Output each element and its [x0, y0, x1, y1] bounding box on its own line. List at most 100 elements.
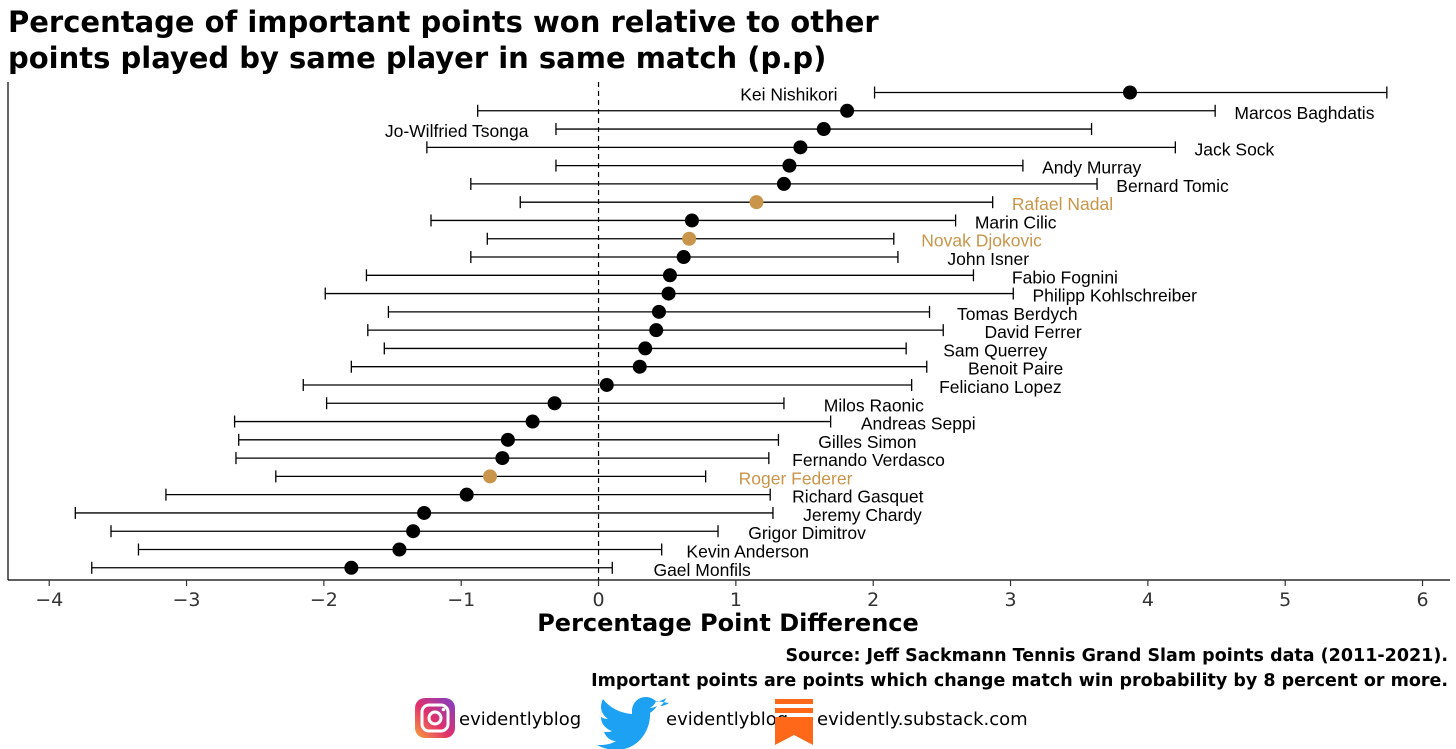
player-label: Fabio Fognini [1012, 267, 1118, 287]
twitter-handle: evidentlyblog [666, 709, 788, 730]
estimate-point [344, 560, 359, 575]
player-row: Fernando Verdasco [235, 450, 945, 470]
estimate-point [1123, 85, 1138, 100]
substack-handle: evidently.substack.com [817, 709, 1028, 730]
estimate-point [682, 231, 697, 246]
player-row: Sam Querrey [383, 340, 1048, 360]
x-tick-label: −3 [173, 589, 201, 611]
instagram-handle: evidentlyblog [459, 709, 581, 730]
player-row: Andy Murray [555, 158, 1142, 178]
estimate-point [547, 396, 562, 411]
player-label: Richard Gasquet [792, 487, 923, 507]
player-label: Bernard Tomic [1116, 176, 1229, 196]
plot-area: −4 −3 −2 −1 0 1 2 3 4 5 6 Kei Nishikori Marcos Bagh… [7, 82, 1450, 611]
player-row: Jack Sock [426, 139, 1275, 159]
player-row: Philipp Kohlschreiber [324, 286, 1198, 306]
source-line-2: Important points are points which change… [591, 671, 1448, 691]
player-row: Milos Raonic [325, 395, 924, 415]
player-label: Tomas Berdych [957, 304, 1078, 324]
player-label: Marcos Baghdatis [1234, 103, 1374, 123]
estimate-point [749, 195, 764, 210]
player-label: Sam Querrey [943, 340, 1047, 360]
estimate-point [599, 377, 614, 392]
estimate-point [840, 103, 855, 118]
player-label: Jo-Wilfried Tsonga [385, 121, 529, 141]
estimate-point [638, 341, 653, 356]
player-label: Gael Monfils [653, 560, 751, 580]
x-tick-label: 5 [1279, 589, 1291, 611]
estimate-point [649, 323, 664, 338]
player-row: Roger Federer [275, 468, 853, 488]
player-label: Marin Cilic [975, 212, 1057, 232]
twitter-bird-icon [597, 697, 669, 749]
player-row: David Ferrer [367, 322, 1082, 342]
player-label: Jack Sock [1195, 139, 1275, 159]
substack-badge[interactable]: evidently.substack.com [775, 699, 1028, 745]
chart-marks: Kei Nishikori Marcos Baghdatis Jo-Wilfried… [74, 85, 1388, 580]
player-label: Philipp Kohlschreiber [1033, 286, 1198, 306]
player-row: Fabio Fognini [365, 267, 1118, 287]
x-tick-label: −1 [447, 589, 475, 611]
twitter-badge[interactable]: evidentlyblog [597, 697, 788, 749]
x-tick-label: 3 [1004, 589, 1016, 611]
x-tick-label: −4 [35, 589, 63, 611]
x-tick-label: 2 [867, 589, 879, 611]
player-label: Jeremy Chardy [803, 505, 922, 525]
instagram-badge[interactable]: evidentlyblog [415, 698, 581, 738]
chart-title-line-1: Percentage of important points won relat… [8, 5, 879, 39]
estimate-point [661, 286, 676, 301]
player-row: Marin Cilic [430, 212, 1057, 232]
player-row: Marcos Baghdatis [477, 103, 1375, 123]
estimate-point [676, 250, 691, 265]
player-row: John Isner [470, 249, 1029, 269]
estimate-point [651, 304, 666, 319]
player-row: Richard Gasquet [165, 487, 924, 507]
player-row: Jo-Wilfried Tsonga [385, 121, 1093, 141]
player-label: John Isner [947, 249, 1029, 269]
x-tick-label: −2 [310, 589, 338, 611]
estimate-point [776, 176, 791, 191]
source-line-1: Source: Jeff Sackmann Tennis Grand Slam … [785, 646, 1448, 666]
x-tick-label: 0 [592, 589, 604, 611]
estimate-point [392, 542, 407, 557]
x-tick-label: 1 [730, 589, 742, 611]
x-axis-title: Percentage Point Difference [537, 609, 919, 637]
player-label: Milos Raonic [824, 395, 924, 415]
player-row: Jeremy Chardy [74, 505, 922, 525]
x-axis-ticks: −4 −3 −2 −1 0 1 2 3 4 5 6 [35, 580, 1429, 611]
player-label: Roger Federer [739, 468, 853, 488]
estimate-point [782, 158, 797, 173]
player-row: Gilles Simon [238, 432, 917, 452]
estimate-point [406, 524, 421, 539]
instagram-icon [415, 698, 455, 738]
player-row: Kei Nishikori [740, 85, 1388, 105]
player-label: Feliciano Lopez [939, 377, 1062, 397]
player-label: Kevin Anderson [686, 542, 809, 562]
chart-title-line-2: points played by same player in same mat… [8, 41, 826, 75]
estimate-point [483, 469, 498, 484]
player-row: Benoit Paire [350, 359, 1063, 379]
estimate-point [525, 414, 540, 429]
player-label: Fernando Verdasco [792, 450, 945, 470]
player-label: Kei Nishikori [740, 85, 837, 105]
player-label: David Ferrer [984, 322, 1081, 342]
player-row: Rafael Nadal [519, 194, 1113, 214]
player-label: Andy Murray [1042, 158, 1141, 178]
player-label: Novak Djokovic [921, 231, 1042, 251]
player-label: Benoit Paire [968, 359, 1063, 379]
player-row: Feliciano Lopez [302, 377, 1062, 397]
player-label: Rafael Nadal [1012, 194, 1113, 214]
estimate-point [816, 122, 831, 137]
substack-icon [775, 699, 813, 745]
estimate-point [500, 432, 515, 447]
estimate-point [417, 505, 432, 520]
estimate-point [459, 487, 474, 502]
player-row: Novak Djokovic [486, 231, 1042, 251]
player-row: Kevin Anderson [137, 542, 809, 562]
estimate-point [684, 213, 699, 228]
estimate-point [632, 359, 647, 374]
estimate-point [495, 451, 510, 466]
estimate-point [662, 268, 677, 283]
estimate-point [793, 140, 808, 155]
